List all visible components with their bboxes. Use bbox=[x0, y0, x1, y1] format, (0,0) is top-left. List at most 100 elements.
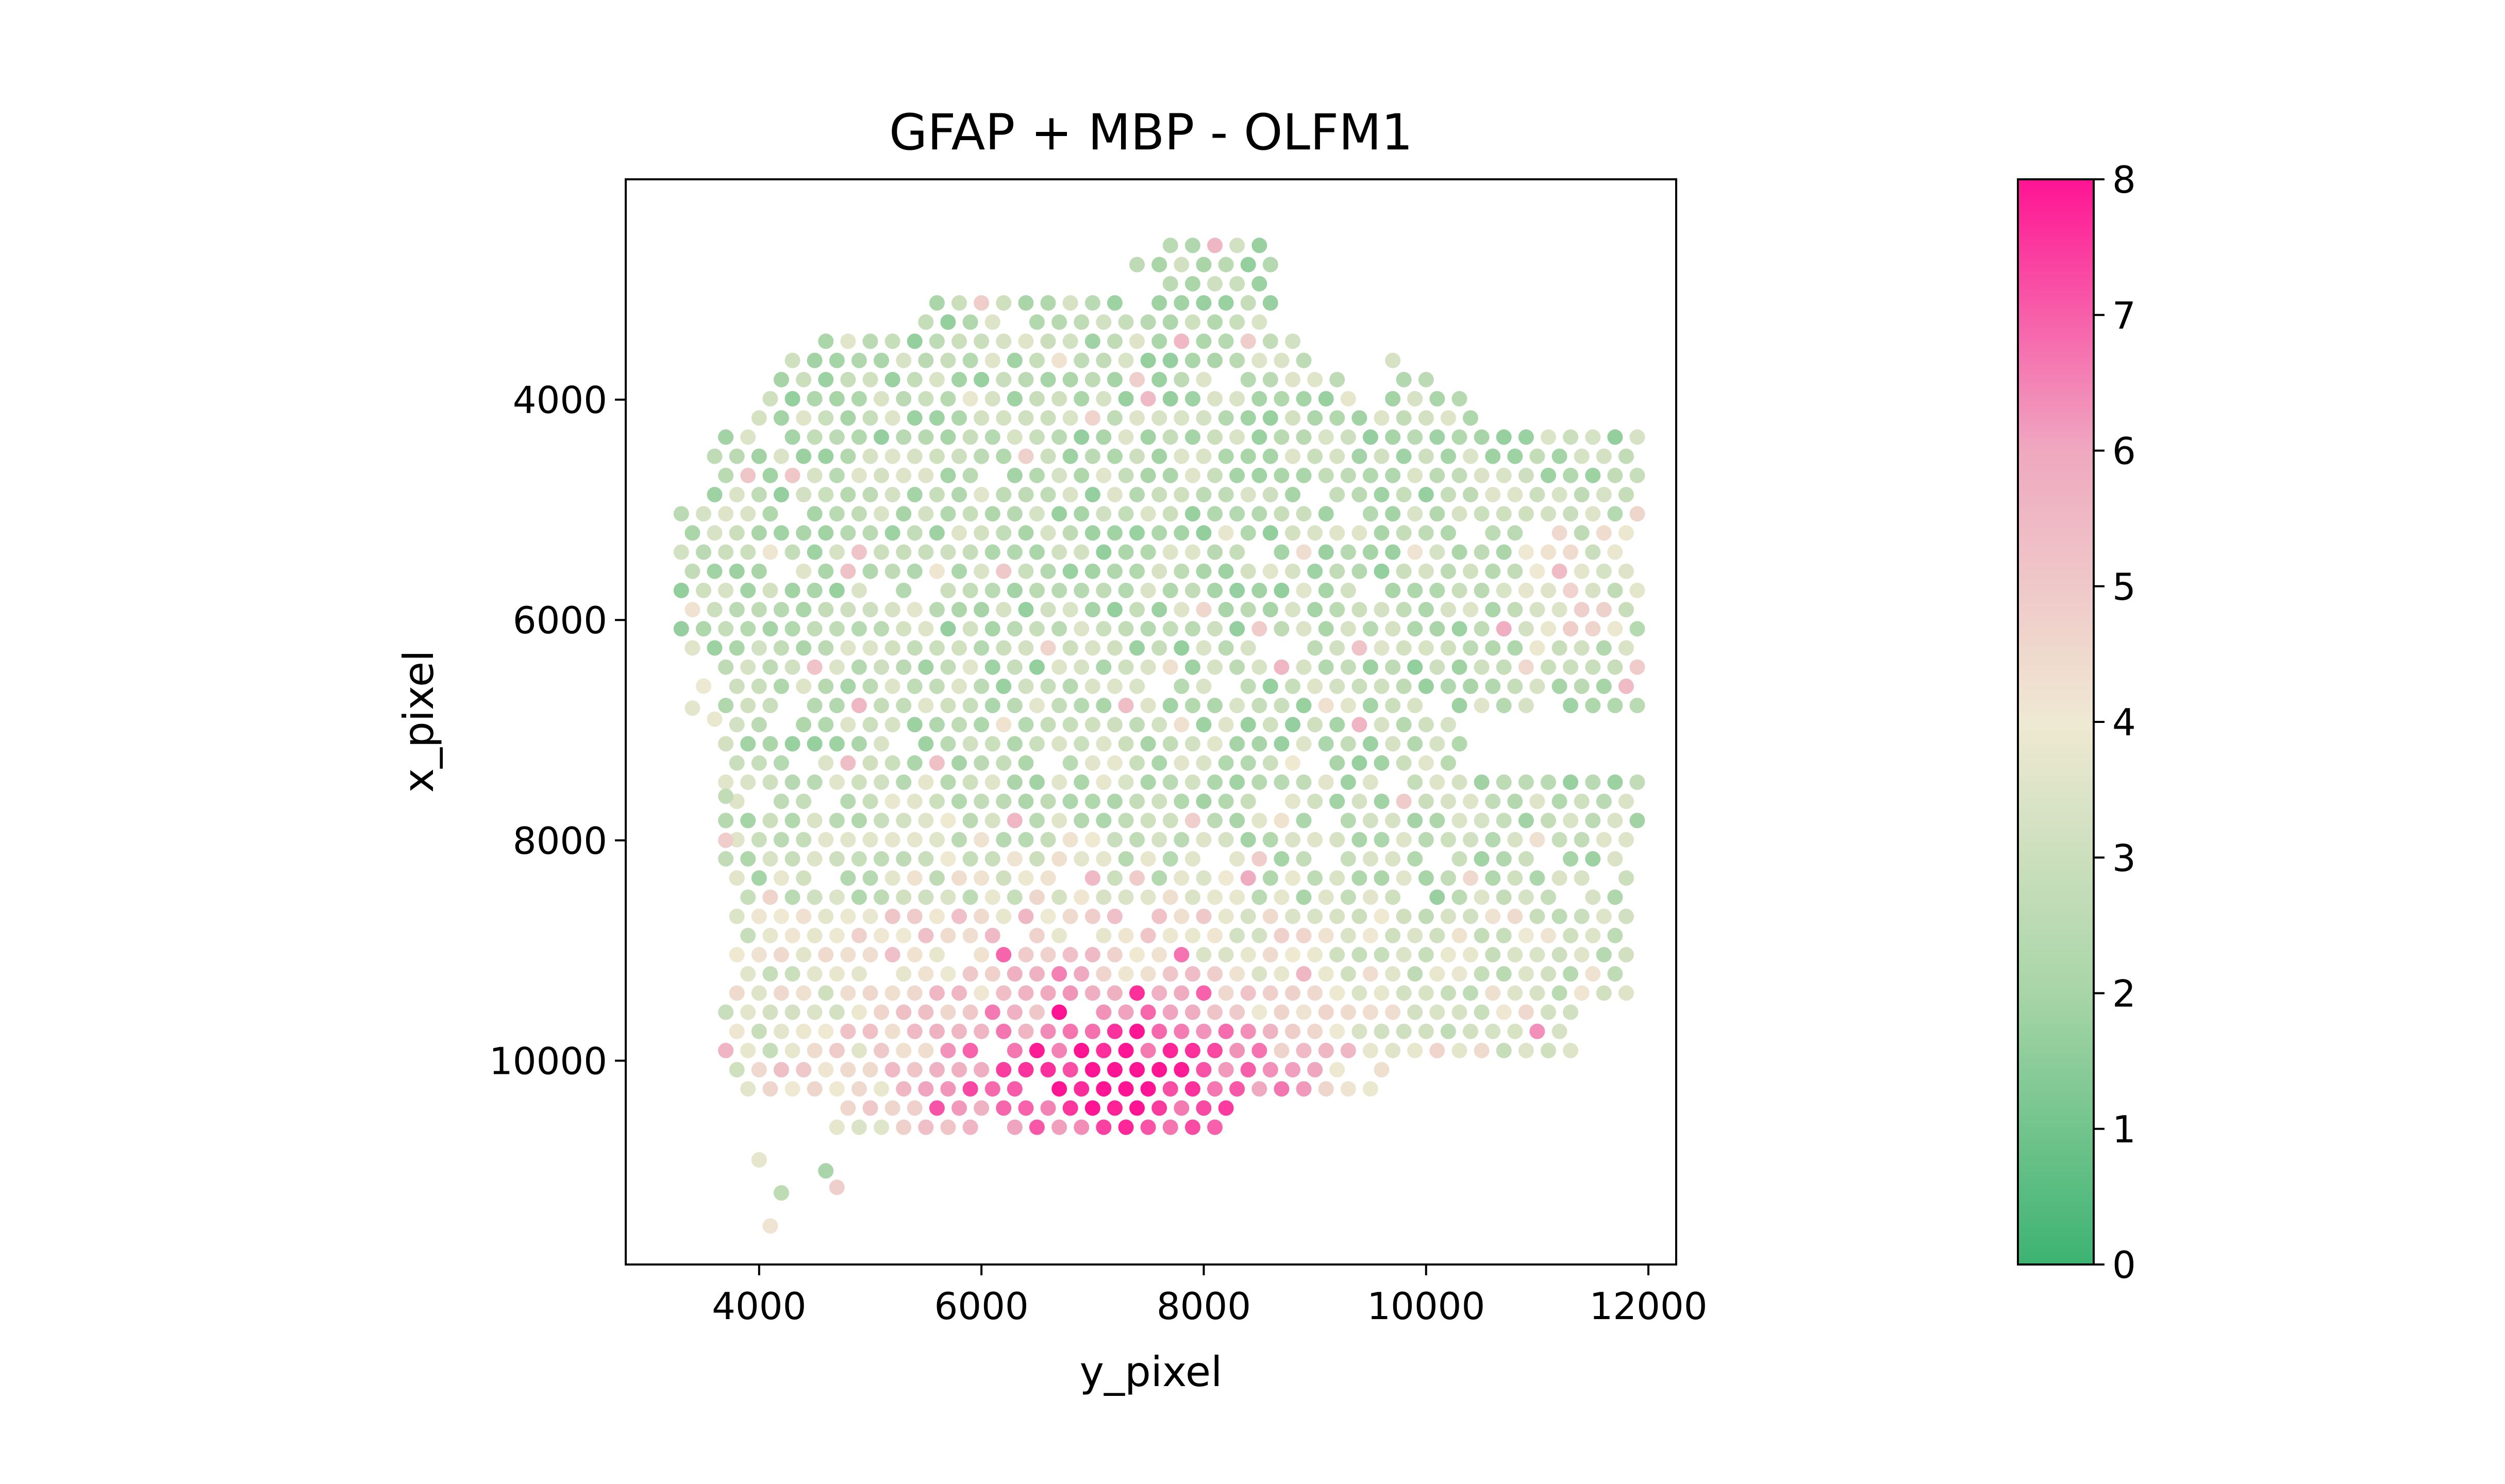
spot bbox=[1096, 352, 1112, 368]
spot bbox=[1096, 582, 1112, 598]
spot bbox=[1396, 908, 1412, 924]
spot bbox=[1318, 391, 1334, 407]
spot bbox=[1329, 602, 1345, 618]
spot bbox=[1207, 889, 1223, 905]
spot bbox=[1229, 813, 1245, 829]
spot bbox=[1051, 352, 1067, 368]
spot bbox=[1396, 832, 1412, 848]
spot bbox=[1407, 966, 1423, 982]
spot bbox=[1174, 678, 1190, 694]
spot bbox=[1474, 659, 1490, 675]
spot bbox=[1118, 774, 1134, 790]
spot bbox=[1184, 736, 1200, 752]
spot bbox=[1118, 659, 1134, 675]
spot bbox=[1329, 755, 1345, 771]
spot bbox=[751, 832, 767, 848]
spot bbox=[1162, 238, 1178, 254]
spot bbox=[807, 851, 823, 867]
spot bbox=[1018, 525, 1034, 541]
spot bbox=[951, 525, 967, 541]
spot bbox=[962, 506, 978, 522]
spot bbox=[1451, 1042, 1467, 1058]
spot bbox=[696, 678, 711, 694]
spot bbox=[1240, 563, 1256, 579]
spot bbox=[1607, 927, 1623, 943]
spot bbox=[1062, 563, 1078, 579]
spot bbox=[696, 621, 711, 637]
spot bbox=[1240, 257, 1256, 273]
spot bbox=[1062, 908, 1078, 924]
spot bbox=[951, 755, 967, 771]
spot bbox=[1463, 602, 1478, 618]
spot bbox=[1374, 448, 1390, 464]
spot bbox=[1451, 1004, 1467, 1020]
spot bbox=[1474, 467, 1490, 483]
spot bbox=[1451, 889, 1467, 905]
spot bbox=[1563, 813, 1579, 829]
spot bbox=[1074, 736, 1090, 752]
spot bbox=[1329, 908, 1345, 924]
spot bbox=[1107, 563, 1123, 579]
spot bbox=[784, 582, 800, 598]
spot bbox=[1151, 794, 1167, 810]
spot bbox=[884, 947, 900, 963]
spot bbox=[740, 467, 756, 483]
spot bbox=[1607, 621, 1623, 637]
spot bbox=[1474, 774, 1490, 790]
spot bbox=[718, 813, 734, 829]
spot bbox=[1107, 870, 1123, 886]
spot bbox=[1318, 582, 1334, 598]
spot bbox=[1307, 1062, 1323, 1077]
spot bbox=[907, 602, 923, 618]
spot bbox=[1029, 544, 1045, 560]
spot bbox=[773, 1062, 789, 1077]
spot bbox=[1118, 966, 1134, 982]
spot bbox=[1051, 391, 1067, 407]
spot bbox=[751, 525, 767, 541]
spot bbox=[773, 678, 789, 694]
spot bbox=[1507, 602, 1523, 618]
spot bbox=[673, 506, 689, 522]
spot bbox=[1507, 640, 1523, 656]
spot bbox=[1162, 927, 1178, 943]
spot bbox=[1196, 333, 1212, 349]
spot bbox=[1040, 602, 1056, 618]
spot bbox=[1618, 640, 1634, 656]
spot bbox=[784, 1042, 800, 1058]
spot bbox=[1140, 774, 1156, 790]
spot bbox=[807, 429, 823, 445]
spot bbox=[1174, 1100, 1190, 1116]
spot bbox=[1051, 582, 1067, 598]
spot bbox=[1329, 372, 1345, 387]
spot bbox=[896, 467, 912, 483]
spot bbox=[907, 486, 923, 502]
spot bbox=[751, 410, 767, 426]
spot bbox=[1018, 563, 1034, 579]
spot bbox=[1574, 525, 1590, 541]
spot bbox=[1362, 1081, 1378, 1097]
spot bbox=[1418, 602, 1434, 618]
spot bbox=[1096, 889, 1112, 905]
spot bbox=[1274, 582, 1290, 598]
spot bbox=[1029, 813, 1045, 829]
spot bbox=[1518, 927, 1534, 943]
spot bbox=[1507, 486, 1523, 502]
spot bbox=[1340, 429, 1356, 445]
spot bbox=[1107, 602, 1123, 618]
spot bbox=[1151, 372, 1167, 387]
spot bbox=[1062, 1023, 1078, 1039]
spot bbox=[1463, 410, 1478, 426]
spot bbox=[918, 698, 934, 714]
spot bbox=[974, 525, 990, 541]
spot bbox=[1596, 832, 1612, 848]
spot bbox=[762, 851, 778, 867]
spot bbox=[729, 448, 745, 464]
spot bbox=[1463, 947, 1478, 963]
spot bbox=[773, 448, 789, 464]
spot bbox=[840, 410, 856, 426]
spot bbox=[1529, 640, 1545, 656]
spot bbox=[1329, 870, 1345, 886]
spot bbox=[918, 544, 934, 560]
spot bbox=[1429, 1042, 1445, 1058]
spot bbox=[1107, 486, 1123, 502]
